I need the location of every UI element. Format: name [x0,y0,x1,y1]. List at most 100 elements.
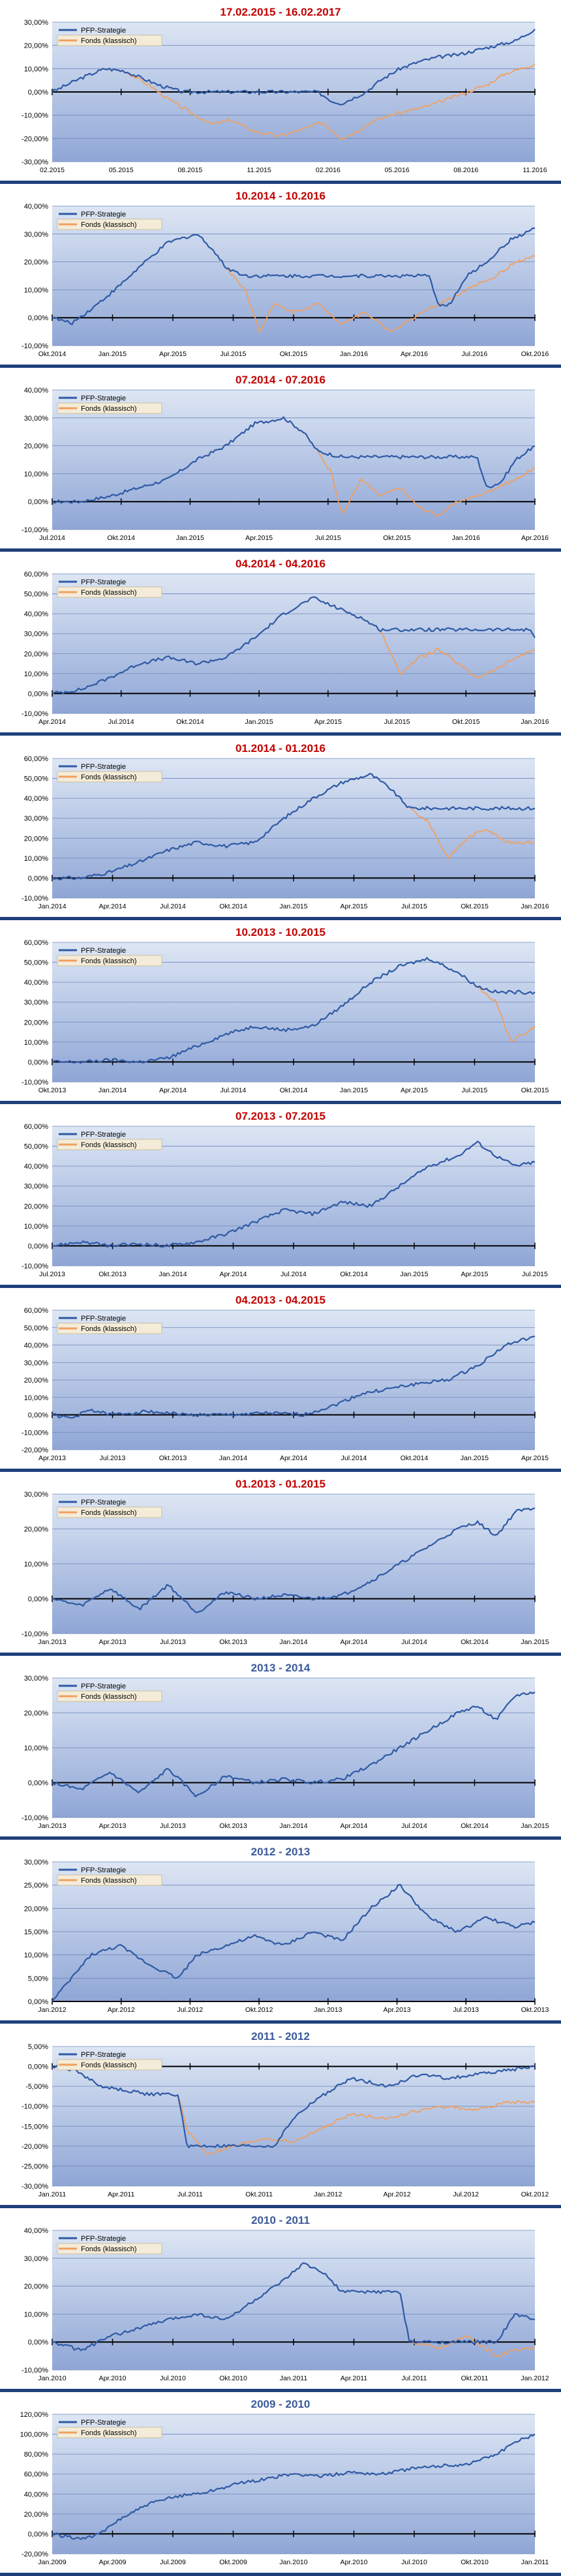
legend-box-fonds [57,1690,162,1702]
y-tick-label: -10,00% [22,895,48,903]
chart-panel-3: 07.2014 - 07.2016 40,00% 30,00% 20,00% 10,00… [0,368,561,552]
y-tick-label: 40,00% [24,795,49,803]
y-tick-label: -20,00% [22,2551,48,2558]
x-tick-label: Okt.2014 [38,350,67,358]
y-tick-label: -25,00% [22,2163,48,2170]
y-tick-label: 0,00% [28,89,48,97]
x-tick-label: Jul.2010 [160,2374,186,2382]
y-tick-label: 30,00% [24,999,49,1007]
chart-title: 2011 - 2012 [251,2030,310,2043]
y-tick-label: 60,00% [24,571,49,578]
series-pfp-line [52,2262,536,2352]
y-tick-label: 10,00% [24,1223,49,1231]
y-tick-label: 30,00% [24,1183,49,1191]
x-tick-label: Okt.2012 [245,2006,273,2014]
legend: PFP-Strategie Fonds (klassisch) [57,2419,162,2438]
x-tick-label: Jan.2015 [99,350,127,358]
x-tick-label: Apr.2013 [99,1638,126,1646]
x-tick-label: Jan.2014 [159,1270,187,1278]
y-tick-label: 10,00% [24,286,49,294]
x-tick-label: Okt.2013 [219,1822,247,1830]
y-tick-label: 20,00% [24,835,49,843]
y-tick-label: 5,00% [28,1975,48,1983]
legend-label-fonds: Fonds (klassisch) [81,957,137,965]
chart-svg: 2013 - 2014 30,00% 20,00% 10,00% 0,00% -10,00… [22,1662,549,1830]
legend-box-fonds [57,2427,162,2438]
chart-svg: 01.2013 - 01.2015 30,00% 20,00% 10,00% 0,00%… [22,1478,549,1646]
x-tick-label: Apr.2015 [245,534,273,542]
y-tick-label: 50,00% [24,775,49,783]
legend: PFP-Strategie Fonds (klassisch) [57,395,162,414]
legend-label-fonds: Fonds (klassisch) [81,1877,137,1885]
x-tick-label: Okt.2009 [219,2558,247,2566]
y-tick-label: -10,00% [22,1630,48,1638]
x-tick-label: Apr.2015 [401,1086,428,1094]
chart-svg: 17.02.2015 - 16.02.2017 30,00% 20,00% 10,00… [22,6,547,174]
chart-panel-11: 2012 - 2013 30,00% 25,00% 20,00% 15,00% 10,00… [0,1840,561,2024]
legend-label-pfp: PFP-Strategie [81,395,126,402]
chart-title: 2009 - 2010 [251,2398,311,2410]
x-tick-label: Jan.2015 [176,534,204,542]
x-tick-label: Jul.2015 [384,718,410,726]
x-tick-label: Jan.2013 [38,1638,66,1646]
y-tick-label: -10,00% [22,342,48,350]
legend-label-fonds: Fonds (klassisch) [81,2429,137,2437]
x-tick-label: Apr.2012 [108,2006,135,2014]
x-tick-label: Jul.2014 [401,1822,427,1830]
legend-label-pfp: PFP-Strategie [81,2235,126,2243]
chart-svg: 07.2014 - 07.2016 40,00% 30,00% 20,00% 10,00… [22,374,549,542]
series-pfp-line [52,1691,536,1797]
y-tick-label: 0,00% [28,2063,48,2071]
x-tick-label: Okt.2013 [521,2006,549,2014]
chart-svg: 2009 - 2010 120,00% 100,00% 80,00% 60,00% 40,… [20,2398,549,2566]
x-tick-label: Apr.2015 [340,903,367,910]
x-tick-label: Jan.2016 [521,903,549,910]
chart-panel-9: 01.2013 - 01.2015 30,00% 20,00% 10,00% 0,00%… [0,1472,561,1656]
x-tick-label: Jul.2015 [220,350,247,358]
x-tick-label: Jan.2014 [279,1822,307,1830]
chart-panel-14: 2009 - 2010 120,00% 100,00% 80,00% 60,00% 40,… [0,2392,561,2576]
x-tick-label: Jan.2016 [340,350,368,358]
x-tick-label: Okt.2013 [219,1638,247,1646]
x-tick-label: Apr.2014 [340,1638,367,1646]
panel-divider [0,548,561,552]
x-tick-label: Okt.2015 [280,350,308,358]
chart-svg: 2010 - 2011 40,00% 30,00% 20,00% 10,00% 0,00%… [22,2214,549,2382]
y-tick-label: 50,00% [24,959,49,967]
y-tick-label: 10,00% [24,470,49,478]
y-tick-label: 20,00% [24,2283,49,2291]
panel-divider [0,1653,561,1656]
legend: PFP-Strategie Fonds (klassisch) [57,2051,162,2071]
x-tick-label: Jul.2015 [315,534,341,542]
legend: PFP-Strategie Fonds (klassisch) [57,1315,162,1334]
y-tick-label: 40,00% [24,203,49,211]
legend-label-pfp: PFP-Strategie [81,2419,126,2427]
x-tick-label: Jan.2011 [280,2374,308,2382]
y-tick-label: 0,00% [28,1780,48,1788]
legend-box-fonds [57,586,162,598]
x-tick-label: Okt.2014 [340,1270,368,1278]
x-tick-label: Okt.2015 [461,903,489,910]
x-tick-label: Jul.2014 [39,534,65,542]
x-tick-label: Jul.2015 [522,1270,548,1278]
legend: PFP-Strategie Fonds (klassisch) [57,27,162,46]
x-tick-label: Okt.2014 [176,718,204,726]
x-tick-label: Okt.2015 [521,1086,549,1094]
series-pfp-line [52,596,536,695]
x-tick-label: Jan.2012 [314,2191,342,2198]
x-tick-label: Jan.2014 [99,1086,127,1094]
x-tick-label: Jan.2011 [521,2558,549,2566]
y-tick-label: 20,00% [24,1710,49,1718]
x-tick-label: Jan.2014 [279,1638,307,1646]
x-tick-label: Jul.2013 [160,1638,186,1646]
x-tick-label: Jan.2010 [279,2558,307,2566]
x-tick-label: Okt.2010 [461,2558,489,2566]
x-tick-label: Jan.2015 [521,1638,549,1646]
legend-box-fonds [57,35,162,46]
x-tick-label: Jan.2015 [461,1454,489,1462]
legend: PFP-Strategie Fonds (klassisch) [57,1499,162,1518]
series-pfp-line [52,227,536,325]
series-fonds-line [52,63,536,140]
x-tick-label: Jul.2010 [401,2558,427,2566]
